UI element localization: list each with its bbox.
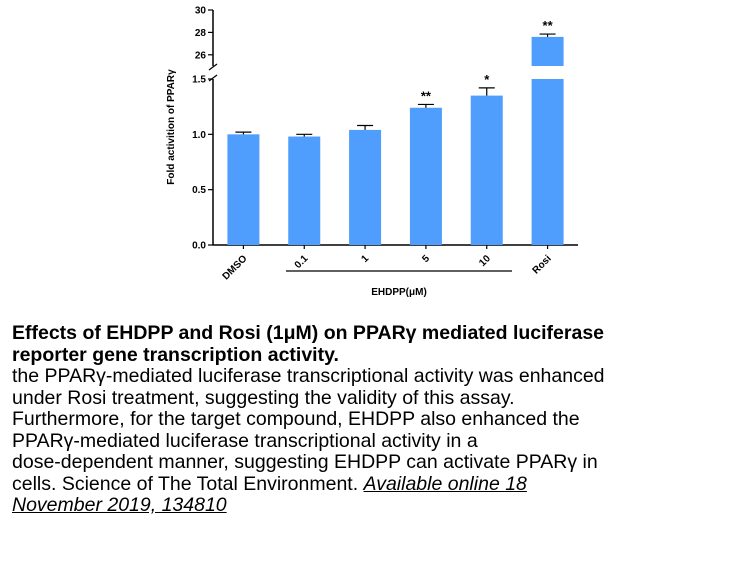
y-tick-label: 0.0 (192, 241, 206, 252)
bar (349, 129, 382, 245)
caption-link-part1[interactable]: Available online 18 (363, 472, 527, 495)
x-tick-label: 0.1 (293, 253, 311, 271)
y-tick-label: 1.5 (192, 75, 206, 86)
caption-body-line: the PPARγ-mediated luciferase transcript… (12, 365, 605, 387)
x-tick-label: DMSO (221, 253, 250, 282)
caption-body-line: under Rosi treatment, suggesting the val… (12, 386, 515, 409)
caption-body-line: November 2019, 134810 (12, 494, 748, 517)
caption-link-part2[interactable]: November 2019, 134810 (12, 494, 227, 516)
y-tick-label: 0.5 (192, 185, 206, 196)
significance-label: ** (543, 18, 554, 33)
caption-body-line: Furthermore, for the target compound, EH… (12, 408, 580, 430)
figure-caption: Effects of EHDPP and Rosi (1μM) on PPARγ… (12, 322, 748, 517)
bar (227, 134, 260, 245)
y-tick-label: 28 (195, 28, 207, 39)
x-tick-label: 1 (359, 253, 371, 265)
bar-chart: Fold activition of PPARγ 0.0 0.5 1.0 1.5 26 2… (166, 6, 578, 298)
caption-title-line: Effects of EHDPP and Rosi (1μM) on PPARγ… (12, 322, 605, 344)
y-tick-label: 1.0 (192, 130, 206, 141)
y-axis-label: Fold activition of PPARγ (166, 69, 177, 185)
bar (288, 136, 321, 245)
x-tick-label: Rosi (531, 253, 554, 276)
bar (470, 95, 503, 245)
bar-upper-segment (531, 36, 564, 66)
y-tick-label: 30 (195, 6, 207, 17)
group-label: EHDPP(μM) (371, 287, 427, 298)
significance-label: * (484, 72, 490, 87)
x-tick-label: 5 (420, 253, 432, 265)
x-tick-label: 10 (477, 253, 493, 269)
caption-body-line: dose-dependent manner, suggesting EHDPP … (12, 451, 598, 473)
bar (531, 79, 564, 245)
bar (409, 107, 442, 245)
caption-title-line: reporter gene transcription activity. (12, 343, 339, 366)
caption-source-text: cells. Science of The Total Environment. (12, 472, 364, 495)
axis-break-mark (208, 63, 218, 71)
bars-group: ***** (227, 18, 564, 245)
y-tick-label: 26 (195, 50, 207, 61)
axis-break-mark (208, 74, 218, 82)
caption-body-line: PPARγ-mediated luciferase transcriptiona… (12, 429, 478, 452)
caption-title: Effects of EHDPP and Rosi (1μM) on PPARγ… (12, 322, 748, 366)
caption-body-line: cells. Science of The Total Environment.… (12, 472, 748, 496)
significance-label: ** (421, 88, 432, 103)
